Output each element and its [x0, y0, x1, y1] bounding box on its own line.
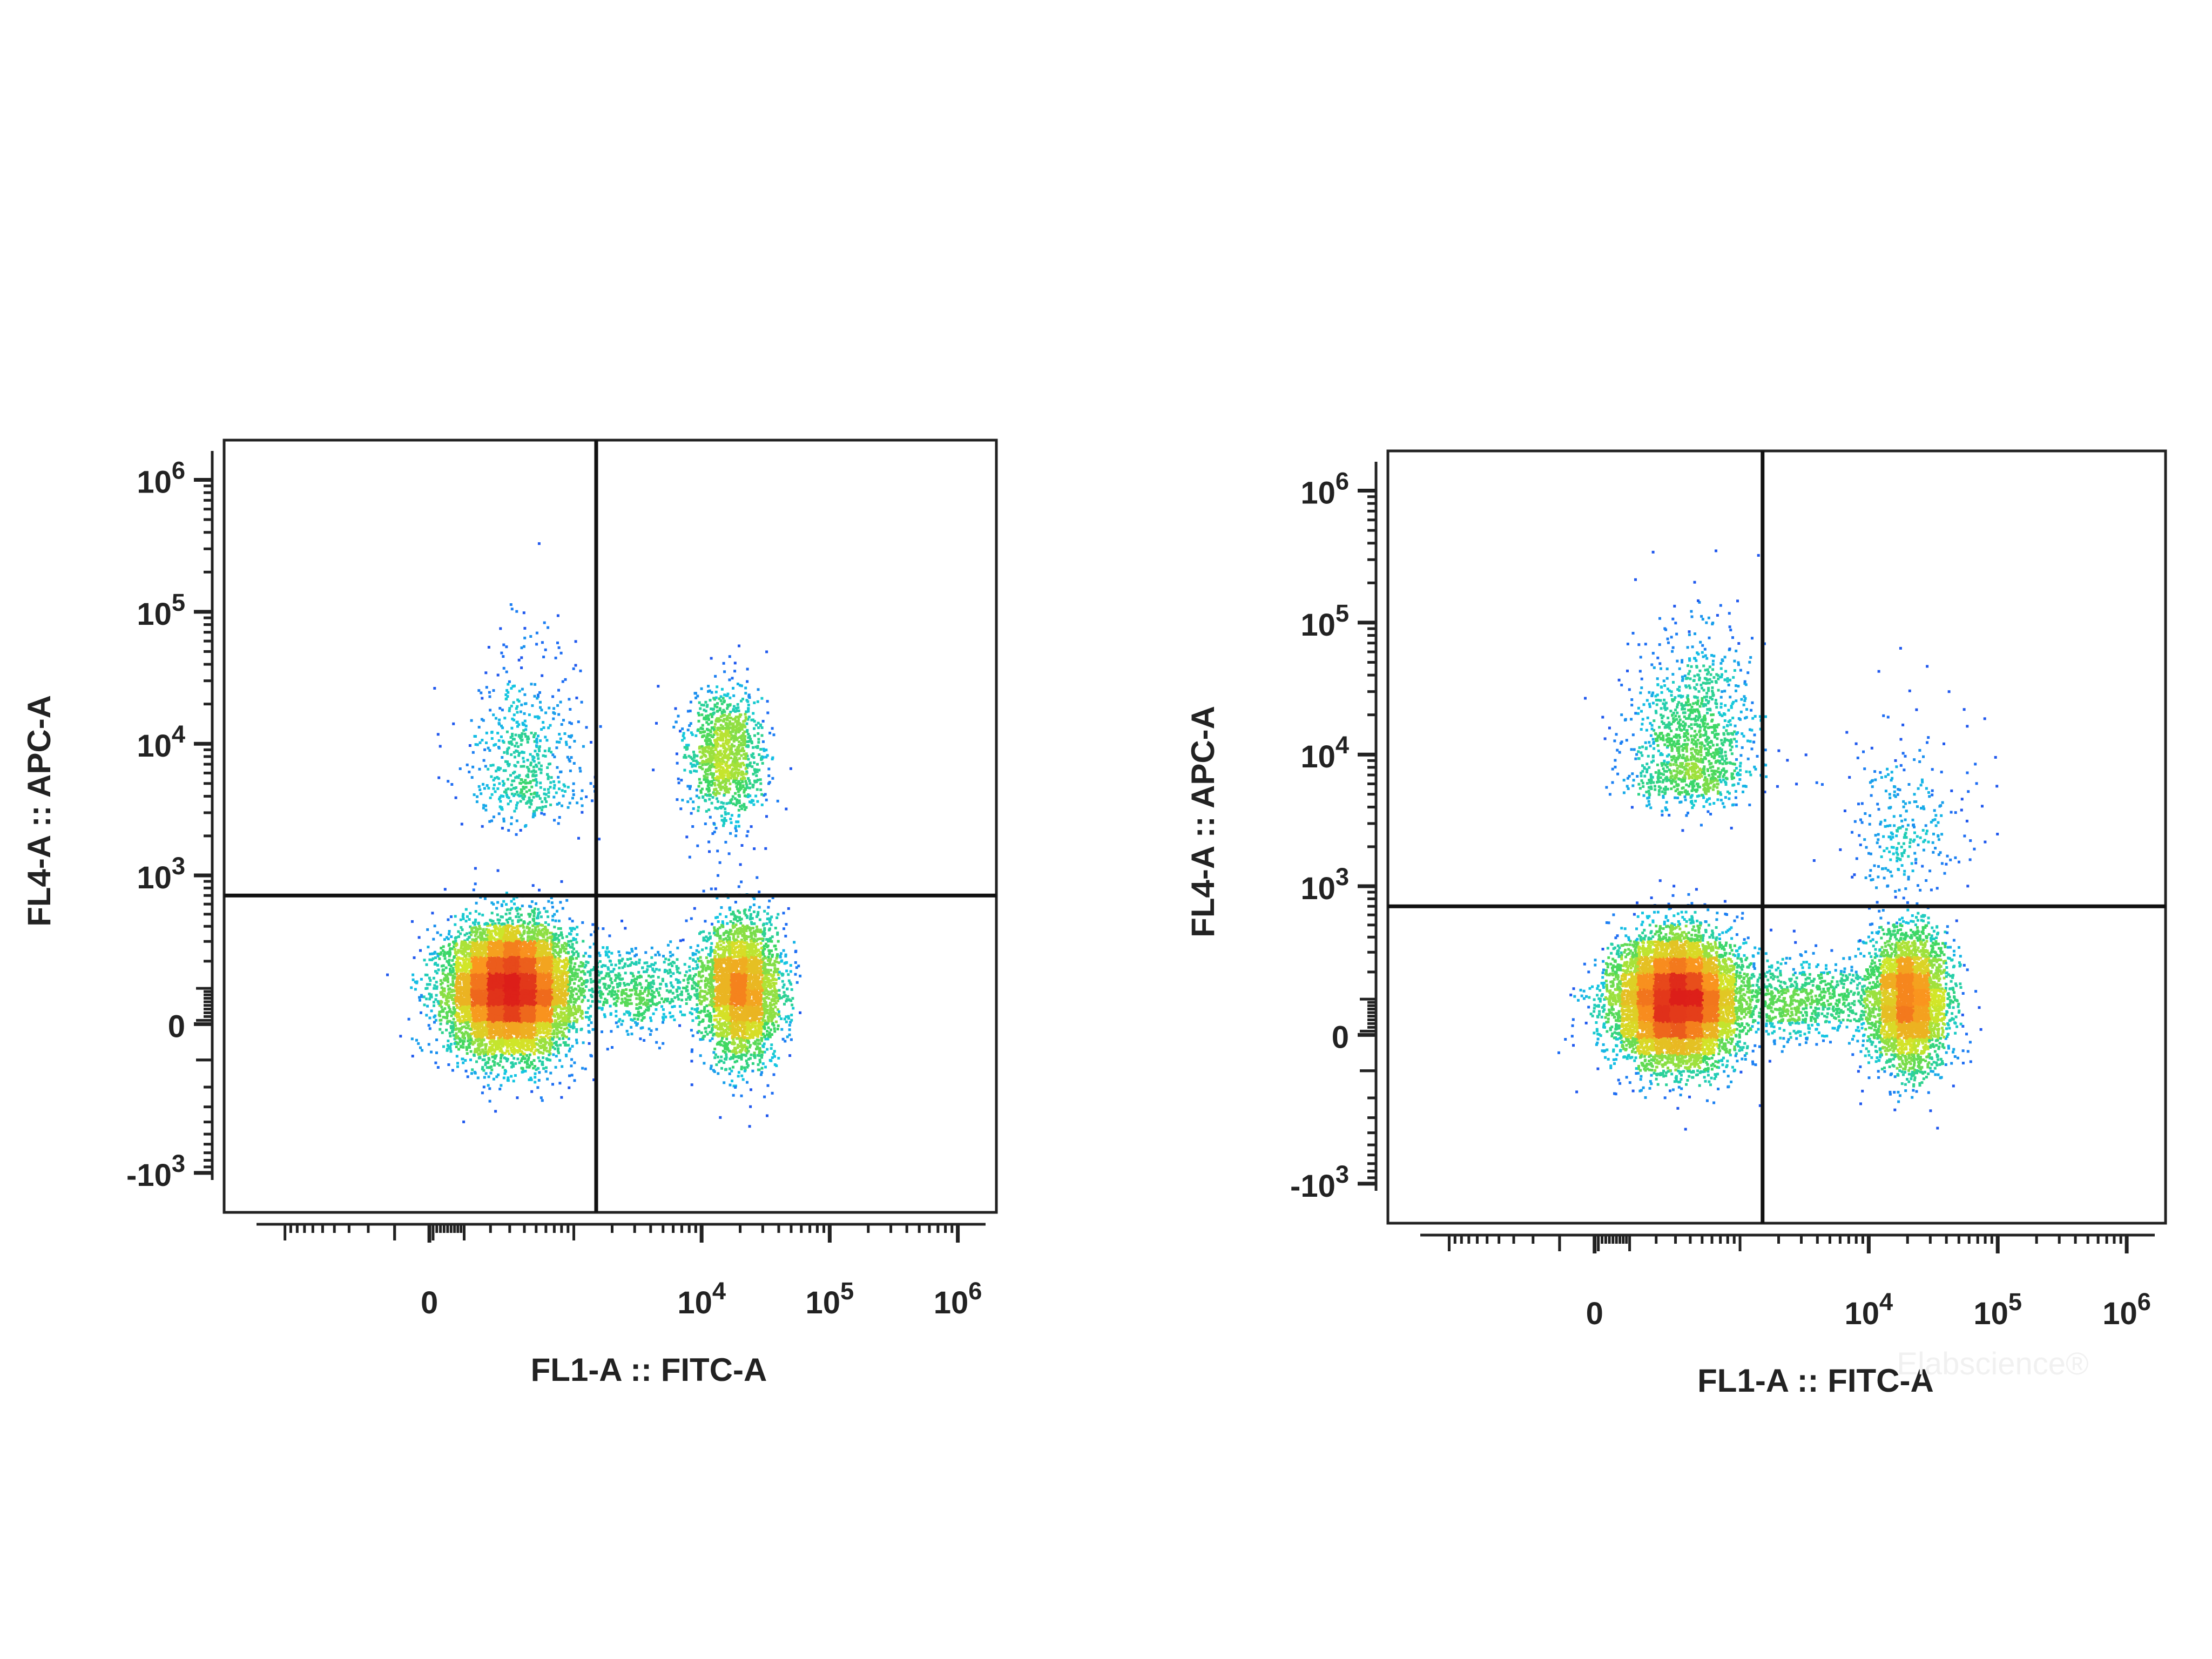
- event-dots: [386, 542, 802, 1128]
- y-tick-label: 105: [1300, 599, 1349, 643]
- x-tick-label: 104: [677, 1277, 726, 1320]
- y-tick-label: 103: [1300, 863, 1349, 906]
- x-tick-label: 104: [1845, 1288, 1893, 1331]
- x-tick-label: 106: [2102, 1288, 2151, 1331]
- minor-ticks: [196, 484, 954, 1240]
- y-tick-label: 104: [137, 720, 185, 764]
- event-dots: [1557, 549, 1999, 1131]
- y-tick-label: 103: [137, 852, 185, 895]
- x-axis-title: FL1-A :: FITC-A: [1697, 1363, 1934, 1399]
- y-tick-label: -103: [126, 1150, 185, 1193]
- plot-frame: [222, 439, 998, 1214]
- minor-ticks: [1360, 495, 2122, 1251]
- watermark: Elabscience®: [1897, 1346, 2088, 1381]
- y-axis-title: FL4-A :: APC-A: [21, 695, 57, 927]
- plot-frame: [1386, 449, 2167, 1225]
- x-tick-label: 0: [1586, 1296, 1603, 1331]
- y-tick-label: 106: [1300, 467, 1349, 510]
- x-tick-label: 105: [806, 1277, 854, 1320]
- x-axis-title: FL1-A :: FITC-A: [531, 1352, 767, 1388]
- x-tick-label: 106: [934, 1277, 982, 1320]
- y-tick-label: 106: [137, 456, 185, 500]
- y-tick-label: 105: [137, 589, 185, 632]
- y-axis-title: FL4-A :: APC-A: [1185, 706, 1221, 938]
- x-tick-label: 0: [421, 1285, 438, 1320]
- y-tick-label: 104: [1300, 731, 1349, 774]
- y-tick-label: 0: [168, 1009, 185, 1044]
- x-tick-label: 105: [1973, 1288, 2022, 1331]
- y-tick-label: -103: [1290, 1161, 1349, 1204]
- y-tick-label: 0: [1332, 1020, 1349, 1055]
